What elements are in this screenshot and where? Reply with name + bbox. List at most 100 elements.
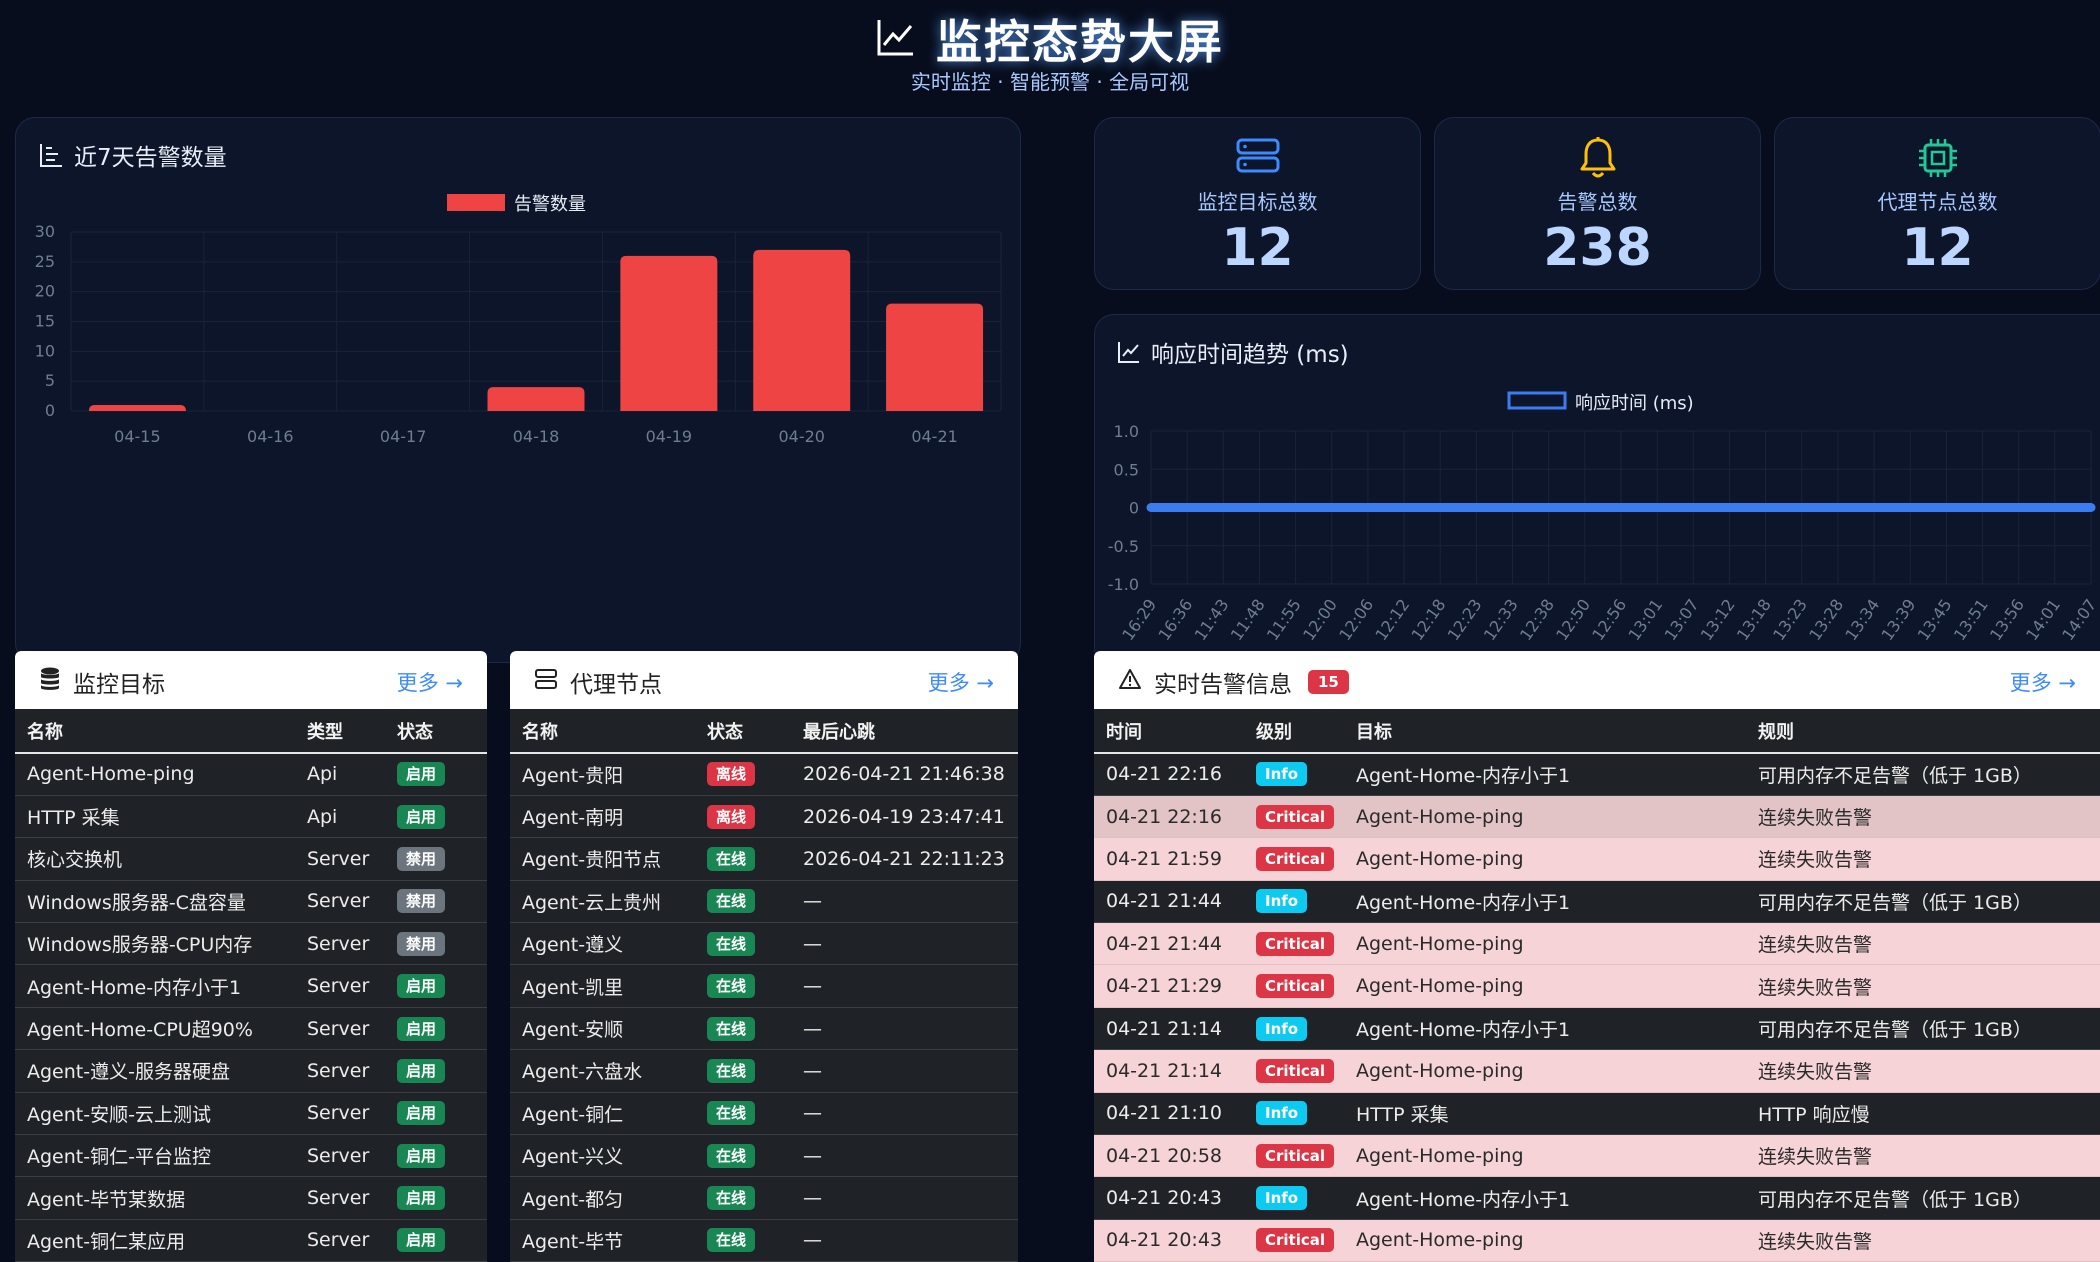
- x-tick-label: 11:55: [1263, 595, 1305, 644]
- table-row[interactable]: Agent-安顺 在线 —: [510, 1007, 1018, 1051]
- agent-nodes-more-link[interactable]: 更多 →: [927, 671, 994, 695]
- table-row[interactable]: Agent-南明 离线 2026-04-19 23:47:41: [510, 795, 1018, 839]
- status-badge: 启用: [397, 1101, 446, 1126]
- agent-heartbeat: —: [791, 1219, 1018, 1262]
- status-badge: 在线: [707, 1143, 756, 1168]
- table-row[interactable]: 04-21 20:58 Critical Agent-Home-ping 连续失败告警: [1094, 1134, 2100, 1178]
- table-row[interactable]: 04-21 22:16 Info Agent-Home-内存小于1 可用内存不足告警（…: [1094, 753, 2100, 796]
- target-type: Server: [295, 880, 385, 924]
- alert-time: 04-21 21:44: [1094, 880, 1244, 924]
- target-name: Agent-铜仁某应用: [15, 1219, 295, 1262]
- table-row[interactable]: 04-21 22:16 Critical Agent-Home-ping 连续失败告警: [1094, 795, 2100, 839]
- table-row[interactable]: Agent-都匀 在线 —: [510, 1176, 1018, 1220]
- table-header-row: 名称 类型 状态: [15, 709, 487, 754]
- alert-rule: 连续失败告警: [1746, 795, 2100, 839]
- table-row[interactable]: Agent-兴义 在线 —: [510, 1134, 1018, 1178]
- column-header: 目标: [1344, 709, 1746, 754]
- table-row[interactable]: Agent-凯里 在线 —: [510, 964, 1018, 1008]
- y-tick-label: 10: [35, 341, 55, 360]
- table-row[interactable]: Windows服务器-CPU内存 Server 禁用: [15, 922, 487, 966]
- table-row[interactable]: Agent-铜仁-平台监控 Server 启用: [15, 1134, 487, 1178]
- alert-target: Agent-Home-ping: [1344, 1134, 1746, 1178]
- cpu-chip-icon: [1775, 136, 2100, 180]
- table-row[interactable]: 04-21 21:14 Info Agent-Home-内存小于1 可用内存不足告警（…: [1094, 1007, 2100, 1051]
- alert-time: 04-21 20:43: [1094, 1176, 1244, 1220]
- target-status-cell: 禁用: [385, 880, 487, 924]
- stat-value: 12: [1221, 218, 1294, 278]
- stat-card-alerts: 告警总数 238: [1434, 117, 1761, 290]
- monitor-targets-title-text: 监控目标: [73, 672, 165, 698]
- table-row[interactable]: Agent-Home-ping Api 启用: [15, 753, 487, 796]
- bar: [487, 387, 585, 411]
- table-row[interactable]: Agent-Home-内存小于1 Server 启用: [15, 964, 487, 1008]
- table-row[interactable]: Agent-贵阳节点 在线 2026-04-21 22:11:23: [510, 837, 1018, 881]
- realtime-alerts-card: 实时告警信息 15 更多 → 时间 级别 目标 规则 04-21 22:16 In…: [1094, 651, 2100, 1262]
- monitor-targets-more-link[interactable]: 更多 →: [396, 671, 463, 695]
- alert-chart-title: 近7天告警数量: [38, 138, 227, 172]
- alert-level-cell: Critical: [1244, 795, 1344, 839]
- table-row[interactable]: 04-21 21:44 Info Agent-Home-内存小于1 可用内存不足告警（…: [1094, 880, 2100, 924]
- alert-rule: 可用内存不足告警（低于 1GB）: [1746, 880, 2100, 924]
- level-badge: Critical: [1256, 1143, 1335, 1168]
- alert-rule: 可用内存不足告警（低于 1GB）: [1746, 753, 2100, 796]
- status-badge: 禁用: [397, 889, 446, 914]
- alert-target: Agent-Home-ping: [1344, 837, 1746, 881]
- table-header-row: 时间 级别 目标 规则: [1094, 709, 2100, 754]
- agent-name: Agent-遵义: [510, 922, 695, 966]
- table-row[interactable]: 04-21 21:59 Critical Agent-Home-ping 连续失败告警: [1094, 837, 2100, 881]
- alert-count-chart-panel: 近7天告警数量 告警数量 0 5 10 15 20 25 30 04-15 04-16 04-17 0…: [15, 117, 1021, 663]
- bar: [886, 303, 984, 411]
- level-badge: Critical: [1256, 846, 1335, 871]
- table-row[interactable]: Agent-Home-CPU超90% Server 启用: [15, 1007, 487, 1051]
- realtime-alerts-more-link[interactable]: 更多 →: [2009, 671, 2076, 695]
- target-status-cell: 禁用: [385, 837, 487, 881]
- table-row[interactable]: 04-21 20:43 Info Agent-Home-内存小于1 可用内存不足告警（…: [1094, 1176, 2100, 1220]
- status-badge: 在线: [707, 1101, 756, 1126]
- alert-level-cell: Critical: [1244, 964, 1344, 1008]
- table-row[interactable]: 核心交换机 Server 禁用: [15, 837, 487, 881]
- table-row[interactable]: Agent-六盘水 在线 —: [510, 1049, 1018, 1093]
- stat-card-agents: 代理节点总数 12: [1774, 117, 2100, 290]
- agent-name: Agent-兴义: [510, 1134, 695, 1178]
- table-row[interactable]: Agent-云上贵州 在线 —: [510, 880, 1018, 924]
- y-tick-label: 30: [35, 222, 55, 241]
- table-row[interactable]: Agent-遵义 在线 —: [510, 922, 1018, 966]
- table-row[interactable]: Windows服务器-C盘容量 Server 禁用: [15, 880, 487, 924]
- table-row[interactable]: 04-21 21:29 Critical Agent-Home-ping 连续失败告警: [1094, 964, 2100, 1008]
- agent-status-cell: 离线: [695, 795, 791, 839]
- table-row[interactable]: Agent-贵阳 离线 2026-04-21 21:46:38: [510, 753, 1018, 796]
- agent-status-cell: 在线: [695, 1134, 791, 1178]
- agent-status-cell: 在线: [695, 1007, 791, 1051]
- target-name: Windows服务器-C盘容量: [15, 880, 295, 924]
- stat-card-targets: 监控目标总数 12: [1094, 117, 1421, 290]
- table-row[interactable]: Agent-安顺-云上测试 Server 启用: [15, 1092, 487, 1136]
- table-row[interactable]: 04-21 21:44 Critical Agent-Home-ping 连续失败告警: [1094, 922, 2100, 966]
- table-row[interactable]: 04-21 20:43 Critical Agent-Home-ping 连续失败告警: [1094, 1219, 2100, 1262]
- table-row[interactable]: 04-21 21:10 Info HTTP 采集 HTTP 响应慢: [1094, 1092, 2100, 1136]
- table-row[interactable]: Agent-铜仁某应用 Server 启用: [15, 1219, 487, 1262]
- agent-heartbeat: —: [791, 1049, 1018, 1093]
- target-status-cell: 启用: [385, 753, 487, 796]
- table-row[interactable]: Agent-铜仁 在线 —: [510, 1092, 1018, 1136]
- alert-time: 04-21 21:10: [1094, 1092, 1244, 1136]
- table-row[interactable]: Agent-毕节 在线 —: [510, 1219, 1018, 1262]
- table-row[interactable]: Agent-毕节某数据 Server 启用: [15, 1176, 487, 1220]
- agent-nodes-table: 名称 状态 最后心跳 Agent-贵阳 离线 2026-04-21 21:46:38…: [510, 709, 1018, 1262]
- alert-time: 04-21 21:29: [1094, 964, 1244, 1008]
- agent-name: Agent-都匀: [510, 1176, 695, 1220]
- target-type: Server: [295, 922, 385, 966]
- y-tick-label: 1.0: [1114, 422, 1139, 441]
- target-type: Server: [295, 1134, 385, 1178]
- table-row[interactable]: 04-21 21:14 Critical Agent-Home-ping 连续失败告警: [1094, 1049, 2100, 1093]
- agent-heartbeat: 2026-04-21 22:11:23: [791, 837, 1018, 881]
- realtime-alerts-title: 实时告警信息 15: [1118, 665, 1349, 699]
- table-row[interactable]: Agent-遵义-服务器硬盘 Server 启用: [15, 1049, 487, 1093]
- target-type: Api: [295, 753, 385, 796]
- alert-rule: 连续失败告警: [1746, 1049, 2100, 1093]
- table-row[interactable]: HTTP 采集 Api 启用: [15, 795, 487, 839]
- status-badge: 离线: [707, 804, 756, 829]
- status-badge: 在线: [707, 931, 756, 956]
- response-time-chart-panel: 响应时间趋势 (ms) 响应时间 (ms) 1.0 0.5 0 -0.5 -1.0 16:2…: [1094, 314, 2100, 668]
- status-badge: 启用: [397, 762, 446, 787]
- x-tick-label: 11:43: [1191, 595, 1233, 644]
